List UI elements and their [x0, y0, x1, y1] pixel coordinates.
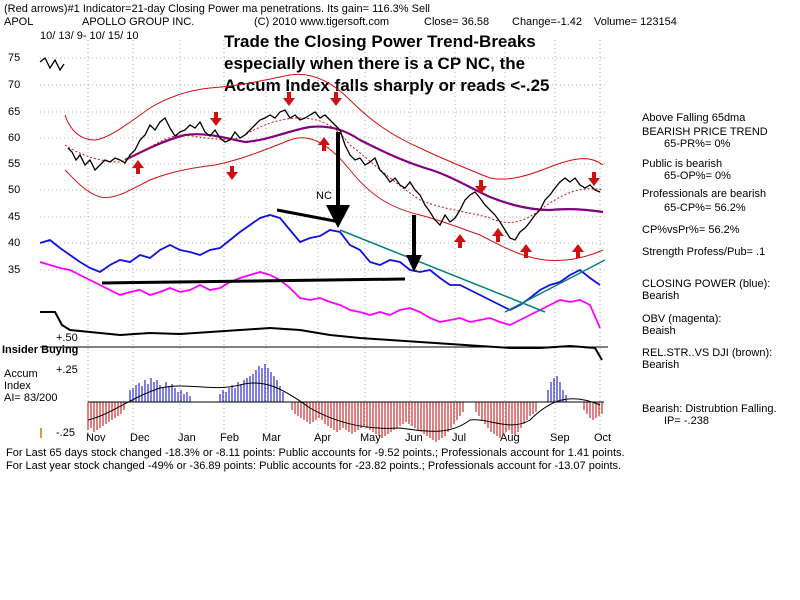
footer-last-year: For Last year stock changed -49% or -36.…	[6, 460, 622, 472]
side-cpvspr: CP%vsPr%= 56.2%	[642, 224, 740, 236]
headline-line-1: Trade the Closing Power Trend-Breaks	[224, 32, 536, 51]
x-tick-jul: Jul	[452, 432, 467, 444]
red-arrows	[132, 92, 600, 258]
side-rel-bearish: Bearish	[642, 359, 680, 371]
minus25-label: -.25	[56, 427, 75, 439]
chart-grid	[40, 40, 608, 440]
insider-buying-label: Insider Buying	[2, 344, 79, 356]
nc-label: NC	[316, 190, 332, 202]
ticker: APOL	[4, 16, 34, 28]
change-value: Change=-1.42	[512, 16, 583, 28]
y-tick-45: 45	[8, 211, 21, 223]
accum-positive-bars	[129, 364, 567, 402]
ma65-line	[124, 125, 604, 214]
relative-strength-line	[40, 311, 603, 361]
y-tick-75: 75	[8, 52, 21, 64]
side-ip: IP= -.238	[664, 415, 709, 427]
side-distribution: Bearish: Distrubtion Falling.	[642, 403, 777, 415]
x-tick-sep: Sep	[550, 432, 570, 444]
accum-ma-line	[87, 382, 601, 432]
side-public: Public is bearish	[642, 158, 723, 170]
cp-trendline-up	[504, 259, 606, 313]
side-cp: 65-CP%= 56.2%	[664, 202, 746, 214]
cp-trendline-down	[339, 229, 546, 313]
side-professionals: Professionals are bearish	[642, 188, 767, 200]
x-tick-nov: Nov	[86, 432, 106, 444]
x-tick-aug: Aug	[500, 432, 520, 444]
x-tick-apr: Apr	[314, 432, 332, 444]
side-rel-str: REL.STR..VS DJI (brown):	[642, 347, 773, 359]
y-tick-70: 70	[8, 79, 21, 91]
side-obv-bearish: Beaish	[642, 325, 676, 337]
side-cp-bearish: Bearish	[642, 290, 680, 302]
x-tick-oct: Oct	[594, 432, 612, 444]
headline-line-2: especially when there is a CP NC, the	[224, 54, 526, 73]
y-tick-55: 55	[8, 158, 21, 170]
accum-label: Accum	[4, 368, 38, 380]
big-down-arrow-2	[406, 215, 422, 272]
ai-label: AI= 83/200	[4, 392, 58, 404]
price-series	[39, 56, 601, 241]
accum-negative-bars	[87, 402, 603, 442]
upper-band	[64, 73, 604, 180]
short-ma-line	[64, 117, 604, 223]
company-name: APOLLO GROUP INC.	[82, 16, 195, 28]
plus25-label: +.25	[56, 364, 78, 376]
side-above-falling: Above Falling 65dma	[642, 112, 746, 124]
closing-power-line	[39, 214, 601, 312]
side-pr: 65-PR%= 0%	[664, 138, 731, 150]
side-bearish-trend: BEARISH PRICE TREND	[642, 126, 768, 138]
copyright: (C) 2010 www.tigersoft.com	[254, 16, 390, 28]
support-line	[101, 277, 406, 285]
nc-line	[276, 208, 341, 224]
indicator-summary: (Red arrows)#1 Indicator=21-day Closing …	[4, 3, 430, 15]
headline-line-3: Accum Index falls sharply or reads <-.25	[224, 76, 550, 95]
y-tick-40: 40	[8, 237, 21, 249]
y-tick-60: 60	[8, 132, 21, 144]
footer-65-days: For Last 65 days stock changed -18.3% or…	[6, 447, 625, 459]
x-tick-mar: Mar	[262, 432, 281, 444]
x-tick-jun: Jun	[405, 432, 423, 444]
obv-line	[39, 261, 601, 329]
x-tick-may: May	[360, 432, 381, 444]
x-tick-feb: Feb	[220, 432, 239, 444]
x-tick-jan: Jan	[178, 432, 196, 444]
y-tick-35: 35	[8, 264, 21, 276]
index-label: Index	[4, 380, 31, 392]
lower-band	[64, 137, 604, 261]
date-range: 10/ 13/ 9- 10/ 15/ 10	[40, 30, 139, 42]
side-strength: Strength Profess/Pub= .1	[642, 246, 766, 258]
side-closing-power: CLOSING POWER (blue):	[642, 278, 771, 290]
plus50-label: +.50	[56, 332, 78, 344]
side-obv: OBV (magenta):	[642, 313, 722, 325]
x-tick-dec: Dec	[130, 432, 150, 444]
big-down-arrow-1	[326, 132, 350, 228]
side-op: 65-OP%= 0%	[664, 170, 731, 182]
close-value: Close= 36.58	[424, 16, 490, 28]
y-tick-50: 50	[8, 184, 21, 196]
volume-value: Volume= 123154	[594, 16, 677, 28]
y-tick-65: 65	[8, 106, 21, 118]
